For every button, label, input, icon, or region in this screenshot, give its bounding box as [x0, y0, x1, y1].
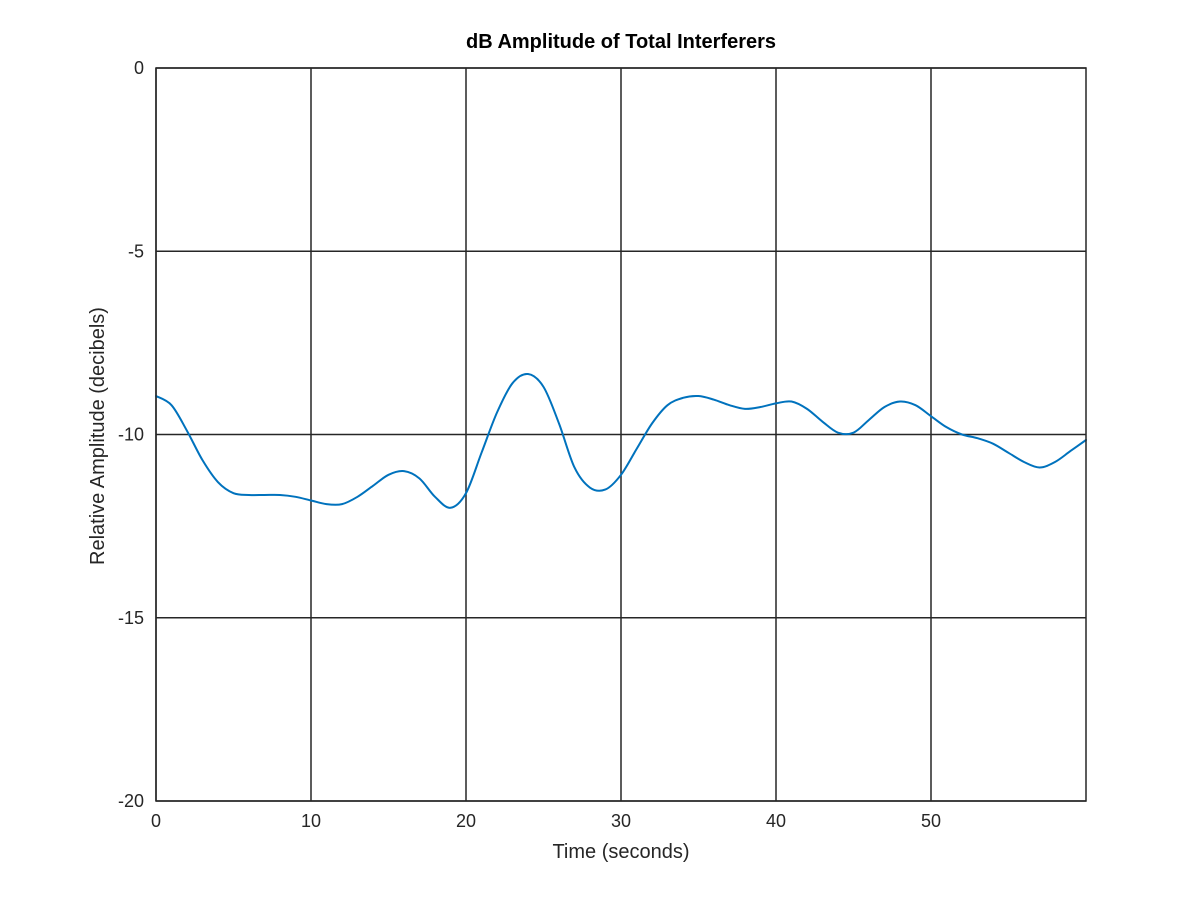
- chart-title: dB Amplitude of Total Interferers: [466, 31, 776, 53]
- x-tick-label: 10: [301, 811, 321, 831]
- grid: [155, 67, 1086, 802]
- y-axis-ticks: -20 -15 -10 -5 0: [118, 58, 144, 811]
- plot-frame: [155, 67, 1087, 802]
- y-tick-label: -5: [128, 241, 144, 261]
- x-tick-label: 20: [456, 811, 476, 831]
- y-tick-label: 0: [134, 58, 144, 78]
- x-axis-ticks: 0 10 20 30 40 50: [151, 811, 941, 831]
- y-tick-label: -15: [118, 608, 144, 628]
- x-tick-label: 50: [921, 811, 941, 831]
- x-tick-label: 30: [611, 811, 631, 831]
- x-tick-label: 40: [766, 811, 786, 831]
- x-tick-label: 0: [151, 811, 161, 831]
- x-axis-label: Time (seconds): [552, 841, 689, 863]
- series-line: [155, 372, 1087, 509]
- y-tick-label: -20: [118, 791, 144, 811]
- y-axis-label: Relative Amplitude (decibels): [87, 307, 109, 565]
- series-layer: [155, 372, 1087, 509]
- y-tick-label: -10: [118, 425, 144, 445]
